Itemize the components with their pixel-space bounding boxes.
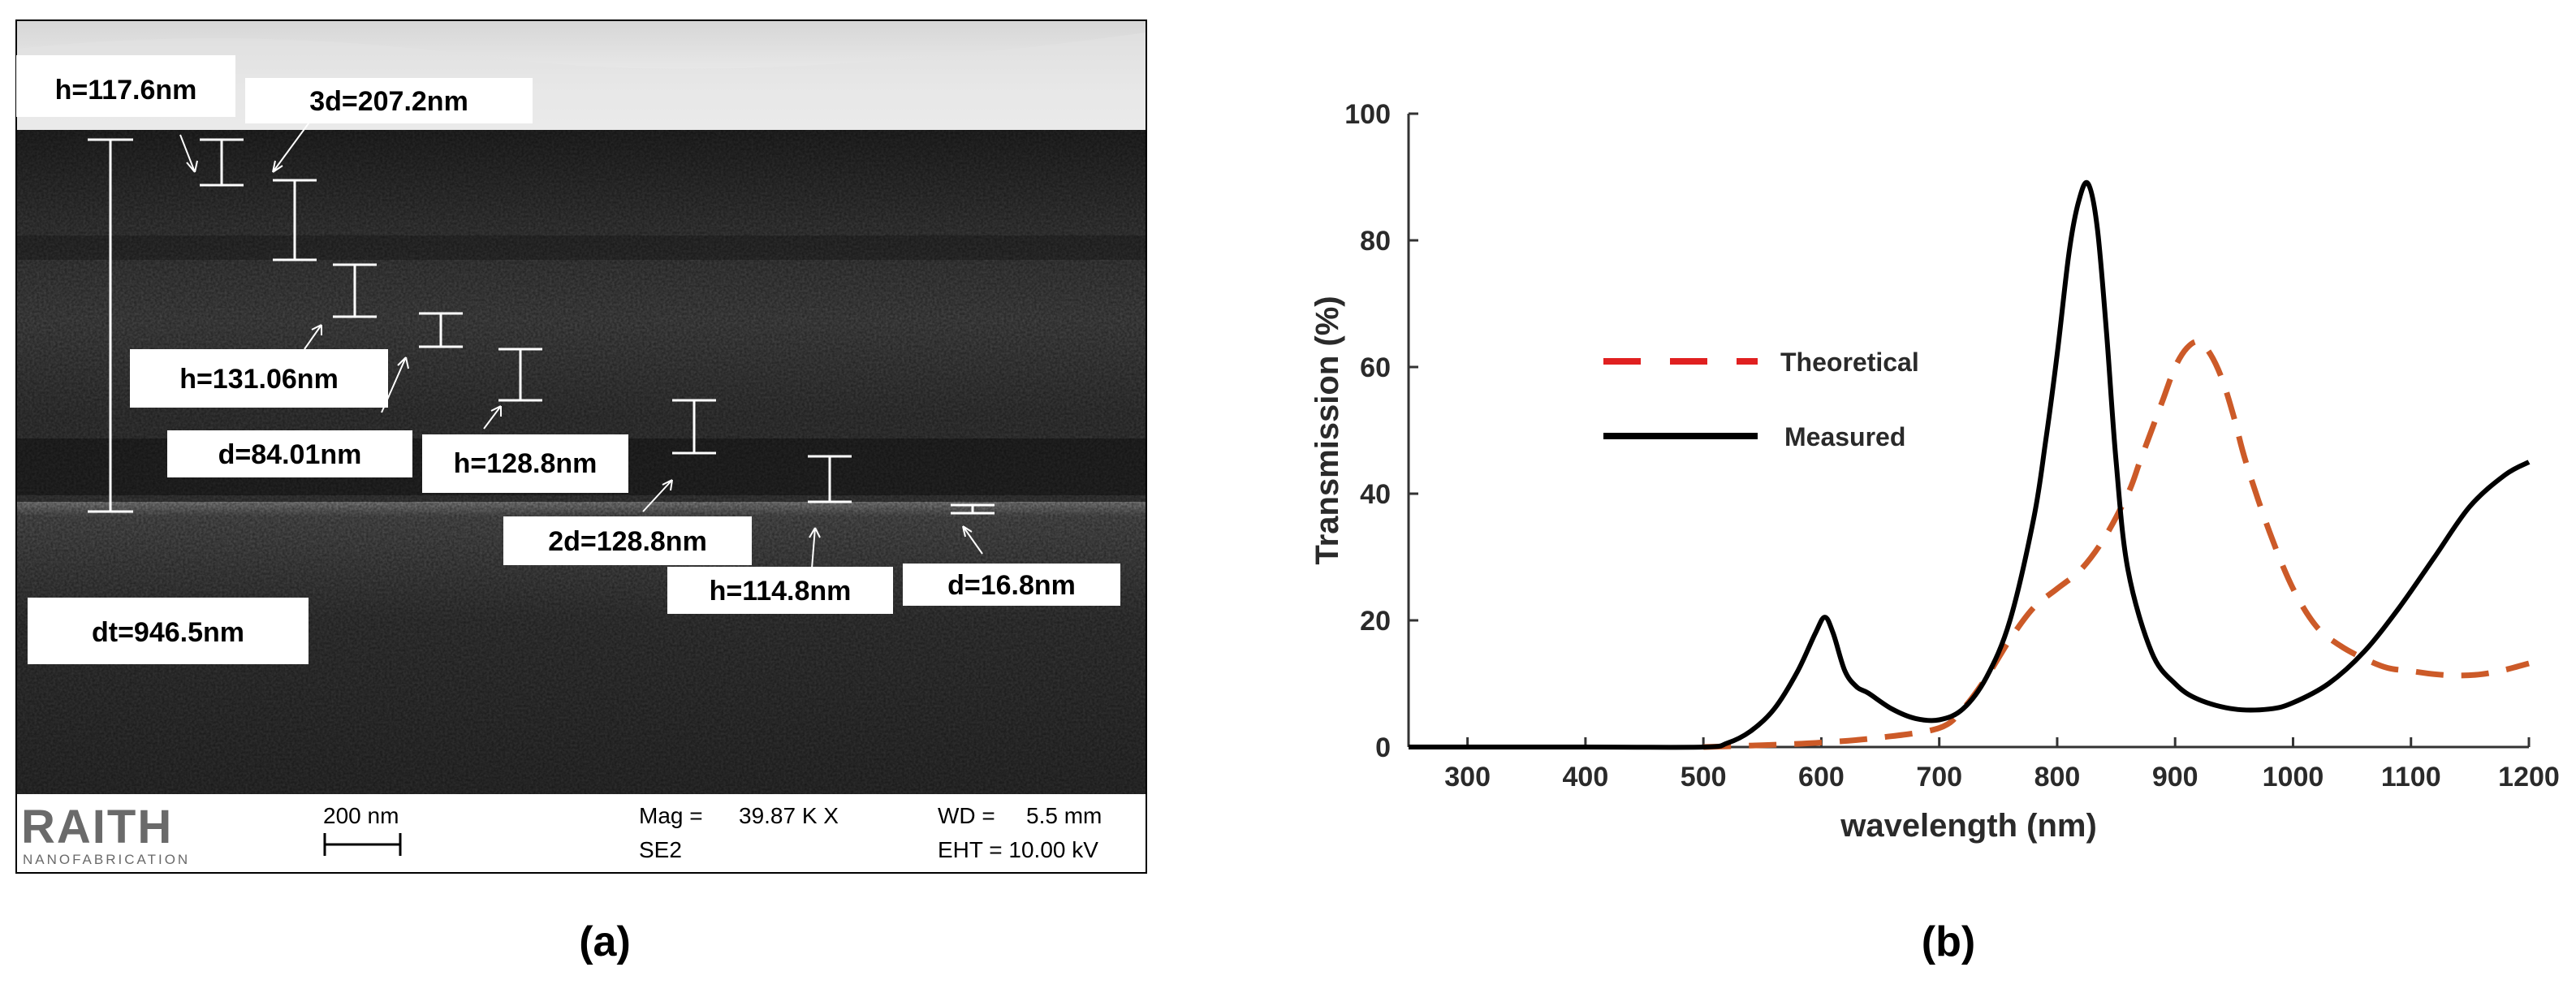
arrow-7 <box>809 527 821 569</box>
sem-frame <box>15 19 1147 874</box>
arrow-5 <box>483 405 502 430</box>
layer-markers <box>200 138 995 515</box>
mag-label: Mag = <box>639 803 703 828</box>
wd-label: WD = <box>938 803 995 828</box>
arrow-3 <box>304 324 322 350</box>
marker-7 <box>808 455 852 503</box>
leader-arrows <box>179 119 983 569</box>
annotation-label-1: h=117.6nm <box>55 75 197 106</box>
annotation-box-4 <box>167 430 412 477</box>
annotation-label-7: h=114.8nm <box>710 576 852 607</box>
arrow-6 <box>642 479 673 512</box>
mag-value: 39.87 K X <box>739 803 839 828</box>
marker-5 <box>498 348 542 402</box>
marker-1 <box>200 138 244 187</box>
annotation-label-8: d=16.8nm <box>947 570 1076 601</box>
annotation-box-3 <box>130 349 388 408</box>
marker-3 <box>333 263 377 318</box>
scale-bar-label: 200 nm <box>323 803 399 828</box>
annotation-label-3: h=131.06nm <box>179 364 339 395</box>
annotation-box-5 <box>422 434 628 493</box>
panel-a-label: (a) <box>579 918 631 965</box>
panel-b-label: (b) <box>1921 918 1976 965</box>
marker-8 <box>951 503 995 515</box>
sem-footer: RAITH NANOFABRICATION 200 nm Mag = 39.87… <box>21 801 1102 867</box>
scale-bar <box>323 833 402 856</box>
arrow-8 <box>962 525 983 555</box>
marker-2 <box>273 179 317 261</box>
annotation-label-2: 3d=207.2nm <box>309 86 468 117</box>
total-thickness-marker <box>88 138 133 513</box>
arrow-1 <box>179 134 198 173</box>
annotation-boxes <box>16 55 1120 664</box>
annotation-box-2 <box>245 78 533 123</box>
annotation-label-4: d=84.01nm <box>218 439 362 470</box>
annotation-box-7 <box>667 567 893 614</box>
annotation-box-8 <box>903 564 1120 606</box>
marker-6 <box>672 399 716 455</box>
sem-footer-bar <box>16 794 1146 873</box>
wd-value: 5.5 mm <box>1026 803 1102 828</box>
marker-4 <box>419 312 463 348</box>
annotation-box-9 <box>28 598 309 664</box>
raith-logo: RAITH <box>21 801 173 853</box>
arrow-2 <box>272 119 312 173</box>
annotation-box-6 <box>503 516 752 565</box>
raith-logo-sub: NANOFABRICATION <box>23 852 190 867</box>
eht-label: EHT = 10.00 kV <box>938 837 1098 862</box>
detector-label: SE2 <box>639 837 682 862</box>
annotation-box-1 <box>16 55 235 117</box>
annotation-label-5: h=128.8nm <box>454 448 598 479</box>
annotation-label-6: 2d=128.8nm <box>548 526 707 557</box>
annotation-label-9: dt=946.5nm <box>92 617 244 648</box>
